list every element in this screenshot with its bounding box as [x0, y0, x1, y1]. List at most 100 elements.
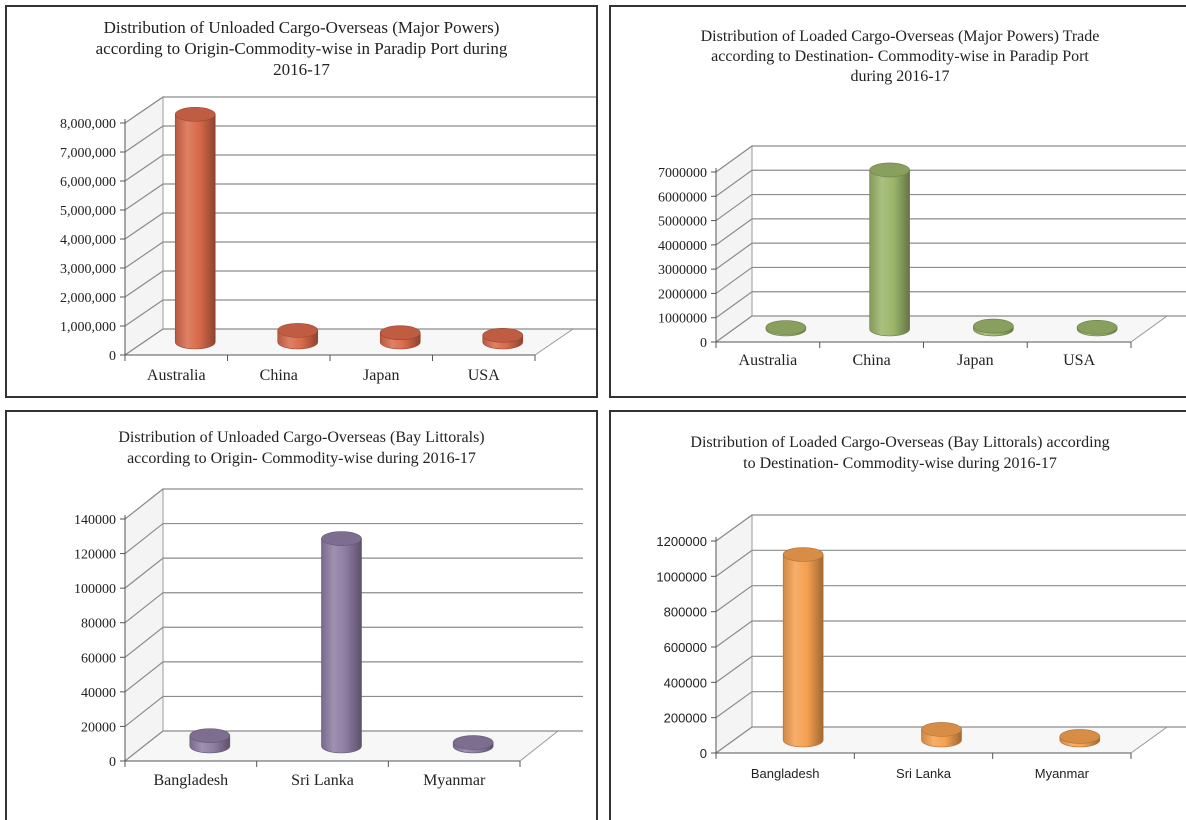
chart-title: Distribution of Loaded Cargo-Overseas (B…: [690, 434, 1110, 472]
gridline: [124, 522, 583, 555]
bar-myanmar: [452, 735, 494, 754]
y-tick-label: 7000000: [658, 166, 707, 181]
gridline: [124, 488, 583, 520]
y-axis-ticks: 0 200000 400000 600000 800000 1000000 1200000: [656, 534, 716, 761]
bar-top: [379, 325, 421, 341]
gridline: [124, 96, 596, 124]
bars: [174, 107, 524, 350]
chart-panel-loaded-bay-littorals: Distribution of Loaded Cargo-Overseas (B…: [609, 410, 1186, 820]
bar-top: [189, 728, 231, 743]
bars: [782, 547, 1101, 748]
y-tick-label: 3000000: [658, 263, 707, 278]
gridlines: [715, 145, 1186, 343]
x-category-label: Japan: [363, 367, 399, 384]
x-category-label: Sri Lanka: [291, 772, 354, 789]
y-tick-label: 20000: [81, 720, 116, 735]
y-tick-label: 0: [109, 349, 116, 364]
x-category-label: Myanmar: [1035, 766, 1090, 781]
gridline: [124, 154, 596, 182]
gridline: [715, 620, 1186, 648]
y-tick-label: 1,000,000: [60, 320, 116, 335]
gridline: [124, 299, 596, 327]
gridline: [124, 661, 583, 693]
y-tick-label: 80000: [81, 617, 116, 632]
bar-top: [869, 162, 910, 178]
bar-china: [869, 162, 910, 337]
chart-panel-unloaded-bay-littorals: Distribution of Unloaded Cargo-Overseas …: [5, 410, 598, 820]
gridline: [715, 291, 1186, 319]
x-category-label: Sri Lanka: [896, 766, 952, 781]
x-category-label: Japan: [957, 352, 993, 369]
y-tick-label: 2,000,000: [60, 291, 116, 306]
bar-sri-lanka: [321, 531, 362, 754]
gridline: [124, 328, 596, 356]
x-category-label: Bangladesh: [154, 772, 229, 789]
y-tick-label: 60000: [81, 651, 116, 666]
x-axis: Australia China Japan USA: [124, 354, 536, 384]
bar-top: [765, 320, 807, 335]
x-axis: Bangladesh Sri Lanka Myanmar: [124, 760, 521, 789]
gridline: [124, 626, 583, 658]
gridline: [715, 691, 1186, 719]
x-category-label: USA: [468, 367, 500, 384]
bar-bangladesh: [782, 547, 824, 748]
bar-chart-unloaded-major-powers: 0 1,000,000 2,000,000 3,000,000 4,000,000 5,0…: [60, 96, 596, 384]
x-category-label: USA: [1063, 352, 1095, 369]
y-tick-label: 5,000,000: [60, 204, 116, 219]
chart-title: Distribution of Unloaded Cargo-Overseas …: [95, 18, 508, 79]
bar-top: [973, 318, 1014, 334]
y-tick-label: 7,000,000: [60, 146, 116, 161]
gridline: [124, 241, 596, 269]
bar-top: [174, 107, 216, 122]
bars: [765, 162, 1118, 337]
bar-china: [277, 323, 319, 350]
y-tick-label: 4,000,000: [60, 233, 116, 248]
gridlines: [715, 514, 1186, 754]
y-tick-label: 40000: [81, 686, 116, 701]
y-tick-label: 8,000,000: [60, 117, 116, 132]
gridline: [715, 514, 1186, 542]
bar-top: [452, 735, 494, 750]
gridline: [124, 730, 583, 762]
gridline: [124, 695, 583, 727]
bar-top: [1076, 319, 1118, 335]
bars: [189, 531, 494, 754]
x-axis: Australia China Japan USA: [715, 341, 1132, 369]
side-wall: [124, 487, 164, 763]
y-tick-label: 1200000: [656, 534, 707, 549]
gridline: [124, 557, 583, 589]
bar-japan: [973, 318, 1014, 337]
gridline: [715, 726, 1186, 754]
gridline: [715, 549, 1186, 577]
x-category-label: Bangladesh: [751, 766, 820, 781]
bar-australia: [765, 320, 807, 337]
y-tick-label: 600000: [664, 640, 707, 655]
gridline: [124, 183, 596, 211]
y-tick-label: 100000: [74, 582, 116, 597]
chart-panel-loaded-major-powers: Distribution of Loaded Cargo-Overseas (M…: [609, 5, 1186, 398]
gridline: [715, 315, 1186, 343]
y-tick-label: 3,000,000: [60, 262, 116, 277]
plot-walls: [714, 145, 1169, 343]
y-tick-label: 6,000,000: [60, 175, 116, 190]
y-tick-label: 0: [700, 746, 707, 761]
chart-title: Distribution of Unloaded Cargo-Overseas …: [118, 429, 485, 467]
gridline: [124, 592, 583, 624]
y-tick-label: 1000000: [658, 312, 707, 327]
bar-body: [321, 538, 362, 754]
gridline: [124, 270, 596, 298]
bar-bangladesh: [189, 728, 231, 754]
y-tick-label: 200000: [664, 711, 707, 726]
y-tick-label: 0: [700, 336, 707, 351]
bar-usa: [482, 328, 524, 350]
bar-top: [921, 722, 962, 737]
bar-top: [277, 323, 319, 338]
y-tick-label: 140000: [74, 513, 116, 528]
y-tick-label: 4000000: [658, 239, 707, 254]
y-axis-ticks: 0 20000 40000 60000 80000 100000 120000 140000: [74, 513, 125, 770]
y-tick-label: 800000: [664, 605, 707, 620]
bar-chart-loaded-major-powers: 0 1000000 2000000 3000000 4000000 5000000 6000…: [658, 145, 1186, 369]
x-category-label: Myanmar: [423, 772, 486, 789]
bar-body: [869, 169, 910, 337]
gridline: [715, 585, 1186, 613]
